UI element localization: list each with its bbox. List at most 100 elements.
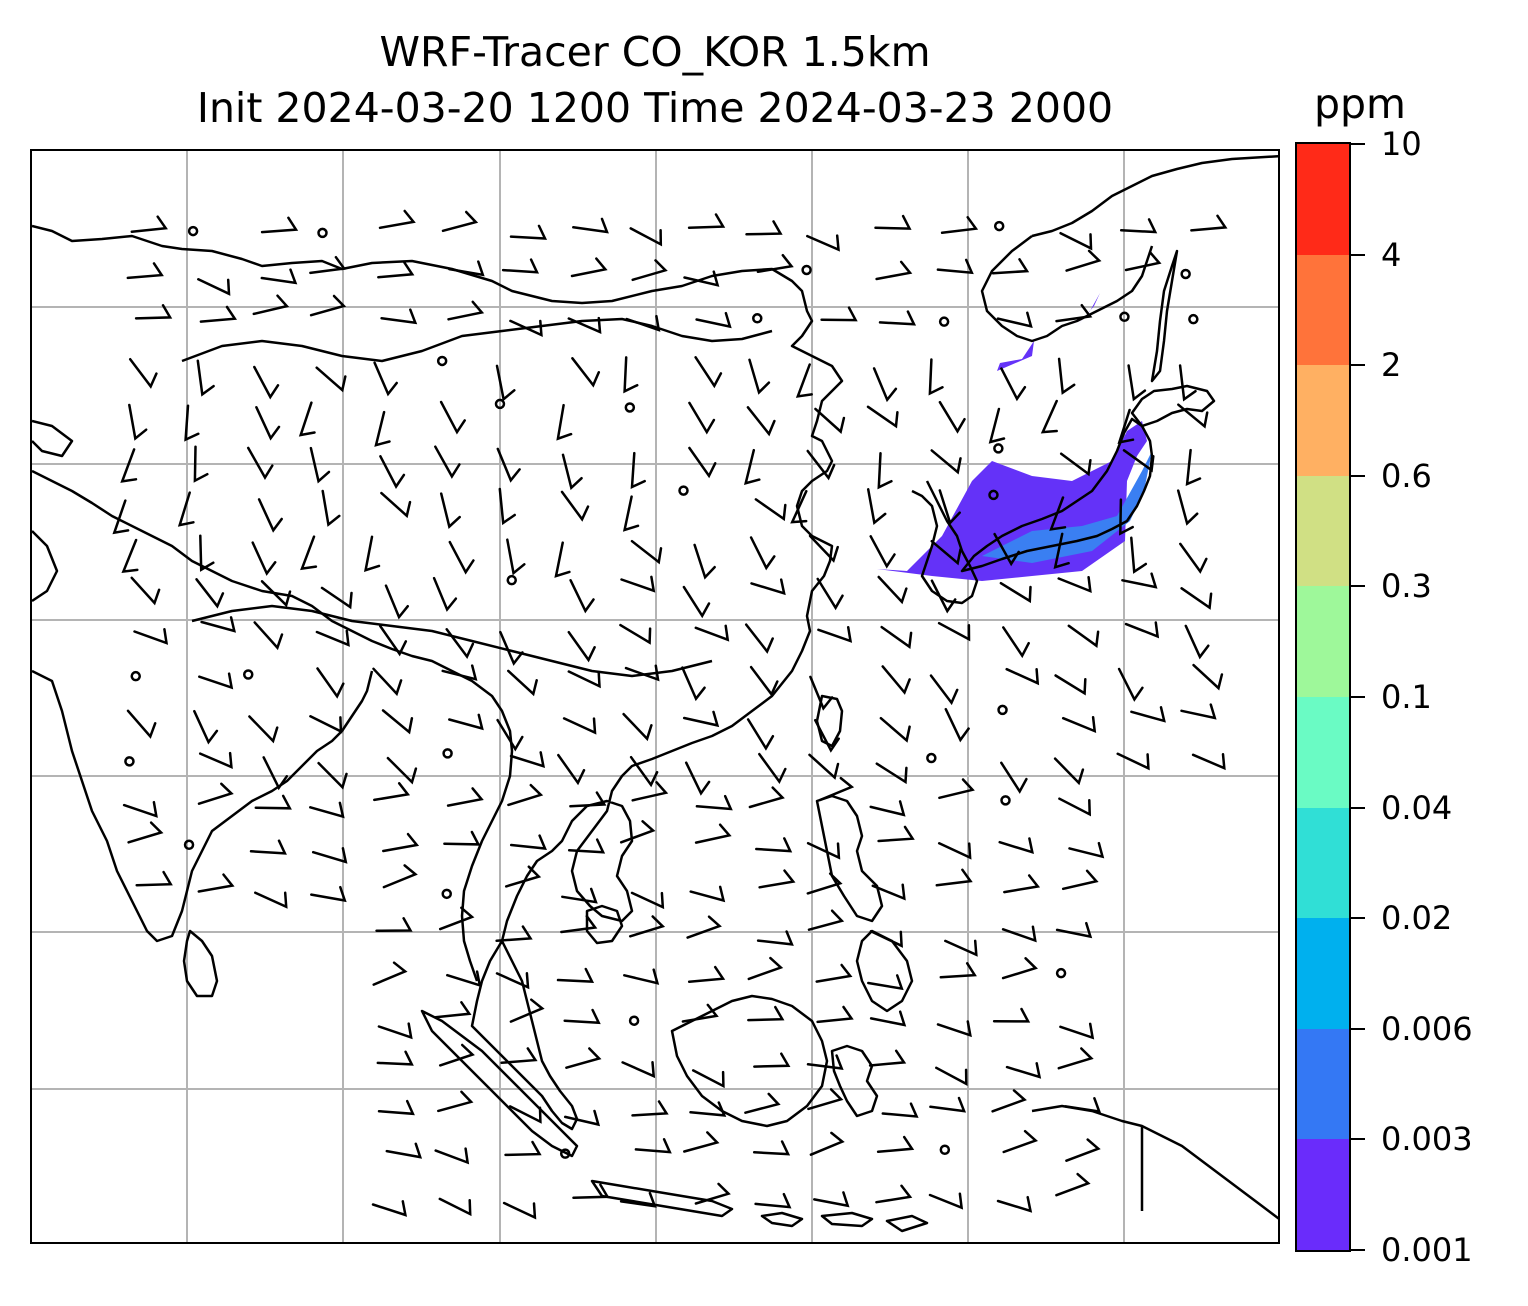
coast-sea-of-okhotsk	[980, 235, 1154, 343]
wind-barb	[569, 791, 607, 808]
wind-barb	[936, 1020, 972, 1038]
wind-barb	[448, 260, 485, 277]
coast-lesser-sunda	[760, 1211, 929, 1233]
colorbar-tick-label: 0.02	[1381, 899, 1453, 938]
wind-barb	[112, 499, 130, 535]
wind-barb	[377, 1099, 415, 1116]
colorbar-tick-label: 0.6	[1381, 456, 1432, 495]
wind-barb	[877, 575, 908, 605]
wind-barb	[506, 538, 526, 576]
wind-barb	[384, 584, 410, 620]
wind-barb	[806, 234, 840, 252]
calm-wind-circle	[988, 489, 999, 501]
wind-barb	[504, 865, 542, 888]
wind-barb	[309, 801, 345, 819]
wind-barb	[193, 445, 209, 483]
wind-barb	[382, 864, 418, 889]
wind-barb	[758, 869, 796, 889]
wind-barb	[438, 1043, 475, 1067]
wind-barb	[378, 209, 416, 230]
wind-barb	[747, 1005, 785, 1022]
wind-barb	[1184, 624, 1210, 660]
wind-barb	[1003, 874, 1041, 894]
wind-barb	[868, 1049, 907, 1067]
wind-barb	[928, 358, 944, 396]
coast-borneo	[670, 994, 829, 1128]
wind-barb	[309, 715, 343, 734]
wind-barb	[509, 834, 547, 850]
wind-barb	[938, 778, 975, 800]
wind-barb	[1124, 251, 1162, 272]
plume-inner	[982, 451, 1152, 563]
wind-barb	[448, 713, 484, 731]
wind-barb	[133, 627, 169, 645]
wind-barb	[567, 316, 602, 334]
colorbar	[1295, 142, 1351, 1252]
wind-barb	[439, 492, 461, 529]
wind-barb	[195, 578, 225, 609]
coast-persian-gulf	[32, 530, 59, 603]
wind-barb	[315, 629, 350, 647]
wind-barb	[502, 1201, 537, 1220]
wind-barb	[260, 216, 299, 234]
wind-barb	[944, 707, 970, 743]
wind-barb	[507, 783, 544, 807]
wind-barb	[567, 838, 606, 854]
wind-barb	[807, 909, 845, 931]
colorbar-tick	[1351, 143, 1365, 145]
wind-barb	[929, 1096, 967, 1113]
wind-barb	[199, 305, 238, 323]
wind-barb	[872, 367, 898, 403]
colorbar-band	[1297, 475, 1349, 587]
wind-barb	[193, 709, 219, 745]
wind-barb	[363, 535, 381, 573]
wind-barb	[434, 445, 461, 479]
wind-barb	[938, 400, 966, 434]
wind-barb	[309, 294, 347, 317]
wind-barb	[1121, 572, 1158, 589]
wind-barb	[686, 915, 722, 939]
colorbar-band	[1297, 696, 1349, 808]
wind-barb	[563, 1008, 601, 1025]
wind-barb	[560, 914, 598, 934]
wind-barb	[1117, 667, 1144, 702]
wind-barb	[437, 1090, 474, 1113]
wind-barb	[694, 624, 730, 642]
wind-barb	[561, 453, 583, 491]
wind-barb	[631, 259, 668, 282]
wind-barb	[130, 215, 168, 233]
wind-barb	[691, 1069, 725, 1089]
wind-barb	[572, 1183, 610, 1200]
wind-barb	[880, 625, 913, 650]
wind-barb	[441, 664, 478, 681]
wind-barb	[745, 220, 783, 236]
wind-barb	[877, 452, 893, 490]
wind-barb	[790, 489, 808, 524]
wind-barb	[869, 535, 896, 569]
wind-barb	[128, 403, 148, 441]
wind-barb	[1055, 1172, 1091, 1197]
wind-barb	[744, 623, 774, 654]
wind-barb	[1057, 357, 1076, 395]
coast-asia-mainland	[32, 224, 844, 1131]
wind-barb	[622, 495, 640, 532]
wind-barb	[993, 532, 1020, 567]
calm-wind-circle	[993, 443, 1004, 454]
wind-barb	[315, 366, 347, 393]
colorbar-tick	[1351, 585, 1365, 588]
wind-barb	[572, 217, 609, 234]
wind-barb	[255, 406, 281, 441]
wind-barb	[928, 1192, 964, 1210]
wind-barb	[495, 925, 533, 943]
colorbar-tick	[1351, 1027, 1365, 1030]
wind-barb	[380, 491, 412, 519]
wind-barb	[881, 665, 911, 695]
calm-wind-circle	[187, 225, 199, 237]
colorbar-band	[1297, 1139, 1349, 1250]
wind-barb	[988, 407, 1006, 444]
wind-barb	[625, 314, 661, 332]
calm-wind-circle	[1119, 311, 1130, 323]
wind-barb	[509, 751, 546, 769]
wind-barb	[1185, 448, 1202, 486]
wind-barb	[373, 782, 411, 802]
